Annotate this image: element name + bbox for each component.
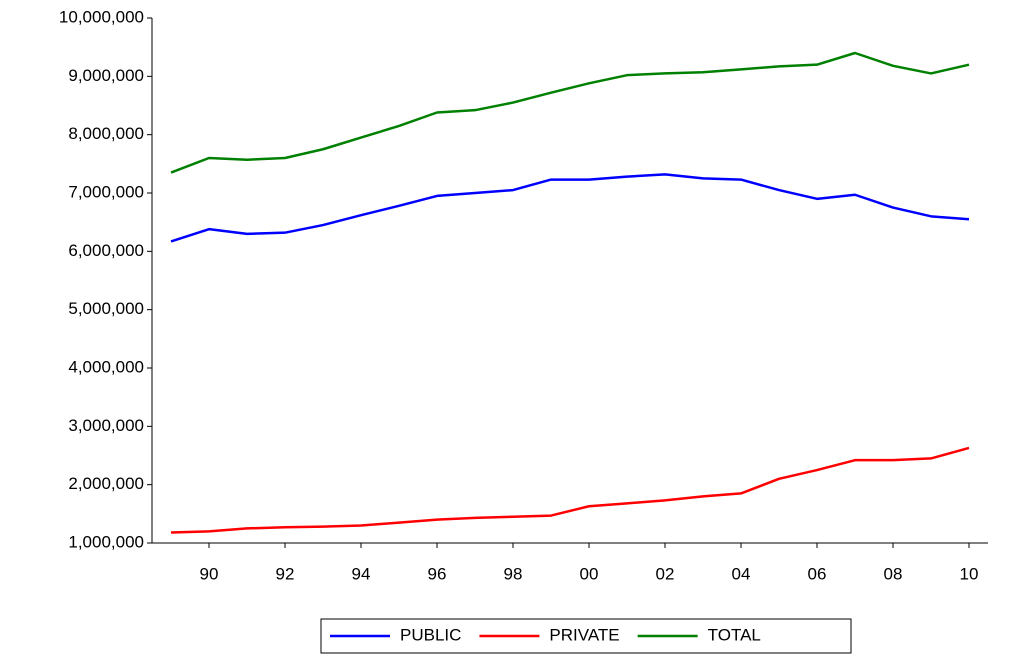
- x-tick-label: 92: [276, 564, 295, 583]
- legend-box: [320, 618, 852, 654]
- x-tick-label: 02: [656, 564, 675, 583]
- x-tick-label: 00: [580, 564, 599, 583]
- y-tick-label: 1,000,000: [68, 532, 144, 551]
- y-tick-label: 4,000,000: [68, 357, 144, 376]
- y-tick-label: 9,000,000: [68, 66, 144, 85]
- x-tick-label: 96: [428, 564, 447, 583]
- x-tick-label: 90: [200, 564, 219, 583]
- y-tick-label: 8,000,000: [68, 124, 144, 143]
- y-tick-label: 2,000,000: [68, 474, 144, 493]
- x-tick-label: 98: [504, 564, 523, 583]
- y-tick-label: 7,000,000: [68, 182, 144, 201]
- y-tick-label: 6,000,000: [68, 241, 144, 260]
- y-tick-label: 5,000,000: [68, 299, 144, 318]
- x-tick-label: 06: [808, 564, 827, 583]
- x-tick-label: 94: [352, 564, 371, 583]
- legend-label: PUBLIC: [400, 625, 461, 644]
- line-series: [170, 446, 970, 534]
- x-tick-label: 04: [732, 564, 751, 583]
- y-tick-label: 3,000,000: [68, 416, 144, 435]
- y-tick-label: 10,000,000: [59, 7, 144, 26]
- x-tick-label: 08: [884, 564, 903, 583]
- line-series: [170, 173, 970, 243]
- legend-label: PRIVATE: [549, 625, 619, 644]
- x-tick-label: 10: [960, 564, 979, 583]
- line-series: [170, 51, 970, 174]
- legend-label: TOTAL: [708, 625, 761, 644]
